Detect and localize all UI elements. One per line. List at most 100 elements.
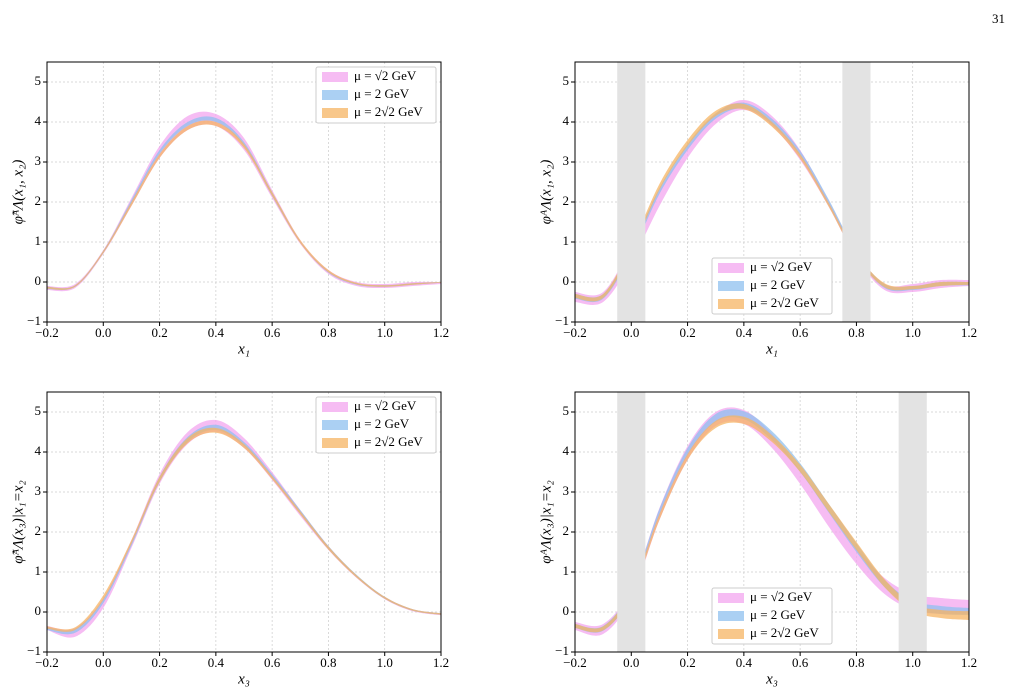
y-tick-label: 3 [563,153,570,168]
x-tick-label: 0.2 [151,325,167,340]
y-tick-label: 3 [35,483,42,498]
x-tick-label: 0.0 [95,655,111,670]
x-tick-label: 0.4 [736,325,753,340]
x-tick-label: 1.2 [961,325,977,340]
x-tick-label: 0.0 [623,655,639,670]
y-axis-label: φ̃ᴬΛ(x₁, x₂) [10,160,26,225]
page-number: 31 [992,11,1005,26]
x-tick-label: 1.0 [905,325,921,340]
shaded-region [842,62,871,322]
band [575,415,969,633]
legend-swatch [718,593,744,603]
x-tick-label: −0.2 [35,655,59,670]
x-tick-label: 1.2 [961,655,977,670]
x-tick-label: 1.0 [905,655,921,670]
y-tick-label: 4 [563,113,570,128]
legend-label: μ = 2 GeV [354,416,410,431]
legend-swatch [718,611,744,621]
y-tick-label: 4 [35,443,42,458]
band [575,407,969,636]
y-tick-label: −1 [27,313,41,328]
legend-swatch [322,420,348,430]
axes-frame [46,61,442,323]
band [47,120,441,290]
x-tick-label: 0.8 [848,325,864,340]
legend-label: μ = 2 GeV [750,607,806,622]
y-tick-label: 0 [563,603,570,618]
y-tick-label: 0 [563,273,570,288]
legend-label: μ = 2√2 GeV [354,104,423,119]
x-tick-label: 1.0 [377,325,393,340]
legend-label: μ = 2√2 GeV [750,625,819,640]
legend-swatch [718,263,744,273]
x-axis-label: x₁ [765,341,778,357]
x-axis-label: x₁ [237,341,250,357]
x-tick-label: 0.4 [208,325,225,340]
x-tick-label: 0.0 [95,325,111,340]
legend-swatch [322,402,348,412]
x-axis-label: x₃ [237,671,250,687]
y-tick-label: 0 [35,603,42,618]
legend-swatch [718,629,744,639]
y-tick-label: 4 [35,113,42,128]
y-tick-label: 2 [35,523,42,538]
band [47,116,441,291]
x-axis-label: x₃ [765,671,778,687]
legend-label: μ = 2√2 GeV [750,295,819,310]
y-tick-label: 1 [563,233,570,248]
x-tick-label: 1.2 [433,655,449,670]
x-tick-label: 1.0 [377,655,393,670]
y-tick-label: 0 [35,273,42,288]
y-tick-label: 4 [563,443,570,458]
x-tick-label: 0.8 [320,655,336,670]
x-tick-label: 0.0 [623,325,639,340]
x-tick-label: 0.8 [848,655,864,670]
x-tick-label: 1.2 [433,325,449,340]
legend-label: μ = 2 GeV [354,86,410,101]
x-tick-label: 0.2 [679,655,695,670]
x-tick-label: 0.2 [151,655,167,670]
y-tick-label: 5 [563,73,570,88]
y-axis-label: φ̃ᴬΛ(x₃)|x₁=x₂ [10,480,26,563]
legend-label: μ = √2 GeV [354,68,417,83]
x-tick-label: 0.4 [208,655,225,670]
y-tick-label: −1 [555,643,569,658]
band [575,103,969,302]
x-tick-label: −0.2 [563,655,587,670]
y-axis-label: φᴬΛ(x₁, x₂) [538,160,554,225]
y-tick-label: −1 [27,643,41,658]
x-tick-label: 0.6 [264,325,281,340]
x-tick-label: −0.2 [563,325,587,340]
band [47,111,441,292]
axes-frame [46,391,442,653]
y-tick-label: 2 [563,193,570,208]
y-axis-label: φᴬΛ(x₃)|x₁=x₂ [538,480,554,563]
y-tick-label: −1 [555,313,569,328]
legend-label: μ = √2 GeV [750,259,813,274]
x-tick-label: 0.6 [264,655,281,670]
x-tick-label: 0.2 [679,325,695,340]
y-tick-label: 1 [35,563,42,578]
x-tick-label: 0.6 [792,325,809,340]
y-tick-label: 5 [563,403,570,418]
y-tick-label: 5 [35,73,42,88]
x-tick-label: 0.8 [320,325,336,340]
axes-frame [574,61,970,323]
x-tick-label: 0.4 [736,655,753,670]
axes-frame [574,391,970,653]
legend-label: μ = √2 GeV [750,589,813,604]
legend-label: μ = 2√2 GeV [354,434,423,449]
legend-label: μ = √2 GeV [354,398,417,413]
shaded-region [617,62,646,322]
plot-area [575,62,969,322]
legend-swatch [322,72,348,82]
legend-label: μ = 2 GeV [750,277,806,292]
y-tick-label: 3 [35,153,42,168]
y-tick-label: 1 [35,233,42,248]
shaded-region [898,392,927,652]
legend-swatch [322,438,348,448]
x-tick-label: −0.2 [35,325,59,340]
x-tick-label: 0.6 [792,655,809,670]
legend-swatch [322,90,348,100]
